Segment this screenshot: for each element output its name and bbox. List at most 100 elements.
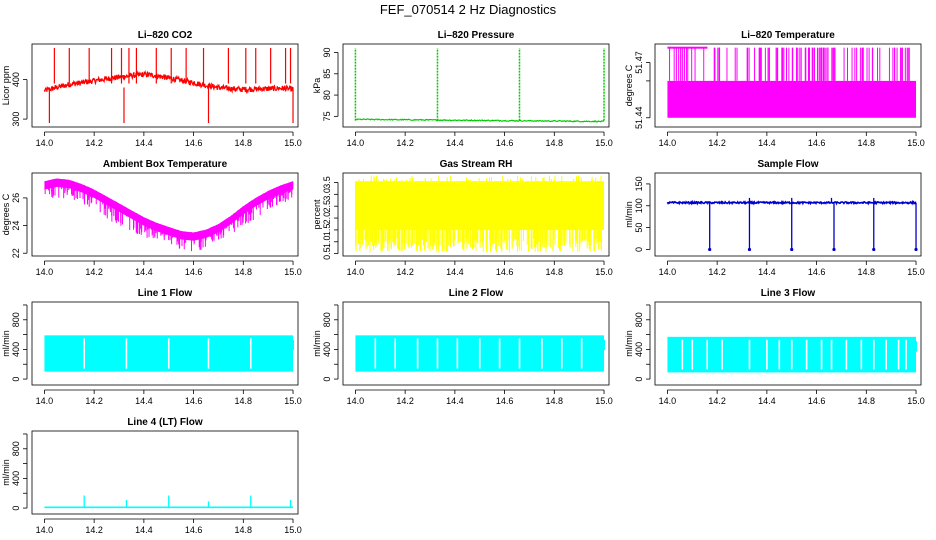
x-tick-label: 15.0 xyxy=(284,396,302,406)
x-tick-label: 14.2 xyxy=(396,396,414,406)
x-tick-label: 15.0 xyxy=(595,138,613,148)
chart-title: Line 1 Flow xyxy=(138,288,193,299)
gap-mark xyxy=(691,339,694,370)
y-tick-label: 90 xyxy=(322,48,332,58)
y-tick-label: 50 xyxy=(634,223,644,233)
y-tick-label: 1.5 xyxy=(322,224,332,237)
y-axis-label: degrees C xyxy=(1,193,11,235)
gap-mark xyxy=(748,339,751,370)
x-tick-label: 14.0 xyxy=(659,267,677,277)
x-tick-label: 14.6 xyxy=(185,396,203,406)
drop-point xyxy=(872,247,876,252)
plot-data xyxy=(44,178,294,252)
y-tick-label: 80 xyxy=(322,90,332,100)
y-tick-label: 100 xyxy=(634,198,644,213)
x-tick-label: 14.0 xyxy=(659,396,677,406)
x-tick-label: 14.2 xyxy=(85,267,103,277)
chart-panel-3: Li–820 Temperature degrees C 14.0 14.2 14.4 1… xyxy=(624,30,925,148)
y-tick-label: 800 xyxy=(11,441,21,456)
x-tick-label: 14.6 xyxy=(185,138,203,148)
chart-title: Li–820 Temperature xyxy=(741,30,835,41)
gap-mark xyxy=(541,338,543,369)
y-tick-label: 400 xyxy=(634,342,644,357)
gap-mark xyxy=(580,338,583,369)
x-tick-label: 14.2 xyxy=(708,267,726,277)
x-tick-label: 14.0 xyxy=(347,138,365,148)
y-axis-label: ml/min xyxy=(1,459,11,486)
gap-mark xyxy=(249,338,252,369)
y-axis: 75 80 85 90 xyxy=(322,48,339,121)
plot-frame xyxy=(342,43,610,128)
y-tick-label: 0 xyxy=(322,377,332,382)
y-tick-label: 400 xyxy=(11,72,21,87)
x-tick-label: 14.8 xyxy=(235,138,253,148)
drop-point xyxy=(747,247,752,252)
x-tick-label: 14.8 xyxy=(858,138,876,148)
x-axis: 14.0 14.2 14.4 14.6 14.8 15.0 xyxy=(36,260,302,277)
plot-frame xyxy=(342,301,610,386)
x-tick-label: 14.4 xyxy=(135,138,153,148)
y-tick-label: 2.0 xyxy=(322,212,332,225)
gap-mark xyxy=(885,339,887,370)
y-tick-label: 3.0 xyxy=(322,188,332,201)
y-tick-label: 26 xyxy=(11,193,21,203)
x-tick-label: 15.0 xyxy=(595,267,613,277)
y-axis: 0 400 800 xyxy=(11,304,28,382)
gap-mark xyxy=(721,339,723,370)
y-tick-label: 0.5 xyxy=(322,247,332,260)
x-tick-label: 14.2 xyxy=(708,138,726,148)
x-tick-label: 14.0 xyxy=(36,396,54,406)
plot-frame xyxy=(654,172,922,257)
gap-mark xyxy=(207,338,210,369)
chart-panel-4: Ambient Box Temperature degrees C 14.0 14.2… xyxy=(1,159,302,277)
y-axis-label: ml/min xyxy=(1,330,11,357)
gap-mark xyxy=(83,338,86,369)
gap-mark xyxy=(706,339,709,370)
series-line xyxy=(43,69,294,94)
y-tick-label: 150 xyxy=(634,176,644,191)
y-tick-label: 51.44 xyxy=(634,107,644,130)
chart-title: Ambient Box Temperature xyxy=(103,159,228,170)
y-tick-label: 800 xyxy=(322,312,332,327)
y-axis-label: degrees C xyxy=(624,64,634,106)
x-tick-label: 14.2 xyxy=(396,138,414,148)
y-axis-label: ml/min xyxy=(312,330,322,357)
y-tick-label: 400 xyxy=(11,342,21,357)
y-tick-label: 400 xyxy=(11,471,21,486)
x-tick-label: 14.2 xyxy=(396,267,414,277)
gap-mark xyxy=(560,338,563,369)
gap-mark xyxy=(860,339,863,370)
chart-panel-9: Line 3 Flow ml/min 14.0 14.2 14.4 14.6 14.8 15.… xyxy=(624,288,925,406)
gap-mark xyxy=(766,339,768,370)
x-tick-label: 14.6 xyxy=(185,525,203,535)
series-band xyxy=(602,339,606,351)
chart-title: Sample Flow xyxy=(757,159,818,170)
plot-data xyxy=(354,175,605,253)
gap-mark xyxy=(416,338,419,369)
plot-frame xyxy=(31,43,299,128)
chart-title: Li–820 CO2 xyxy=(138,30,193,41)
y-tick-label: 3.5 xyxy=(322,176,332,189)
x-axis: 14.0 14.2 14.4 14.6 14.8 15.0 xyxy=(36,389,302,406)
x-axis: 14.0 14.2 14.4 14.6 14.8 15.0 xyxy=(659,131,925,148)
x-tick-label: 14.2 xyxy=(85,525,103,535)
y-axis-label: ml/min xyxy=(624,201,634,228)
plot-frame xyxy=(31,301,299,386)
x-tick-label: 14.0 xyxy=(36,267,54,277)
x-tick-label: 14.4 xyxy=(758,267,776,277)
y-axis: 0.51.01.52.02.53.03.5 xyxy=(322,176,339,260)
x-tick-label: 15.0 xyxy=(284,138,302,148)
x-tick-label: 14.8 xyxy=(235,267,253,277)
x-tick-label: 15.0 xyxy=(284,525,302,535)
chart-title: Gas Stream RH xyxy=(440,159,513,170)
y-tick-label: 1.0 xyxy=(322,236,332,249)
x-tick-label: 14.2 xyxy=(708,396,726,406)
gap-mark xyxy=(478,338,481,369)
chart-title: Line 2 Flow xyxy=(449,288,504,299)
y-axis-label: kPa xyxy=(312,78,322,94)
x-axis: 14.0 14.2 14.4 14.6 14.8 15.0 xyxy=(36,131,302,148)
series-band xyxy=(291,339,295,351)
gap-mark xyxy=(498,338,501,369)
x-tick-label: 14.8 xyxy=(546,396,564,406)
